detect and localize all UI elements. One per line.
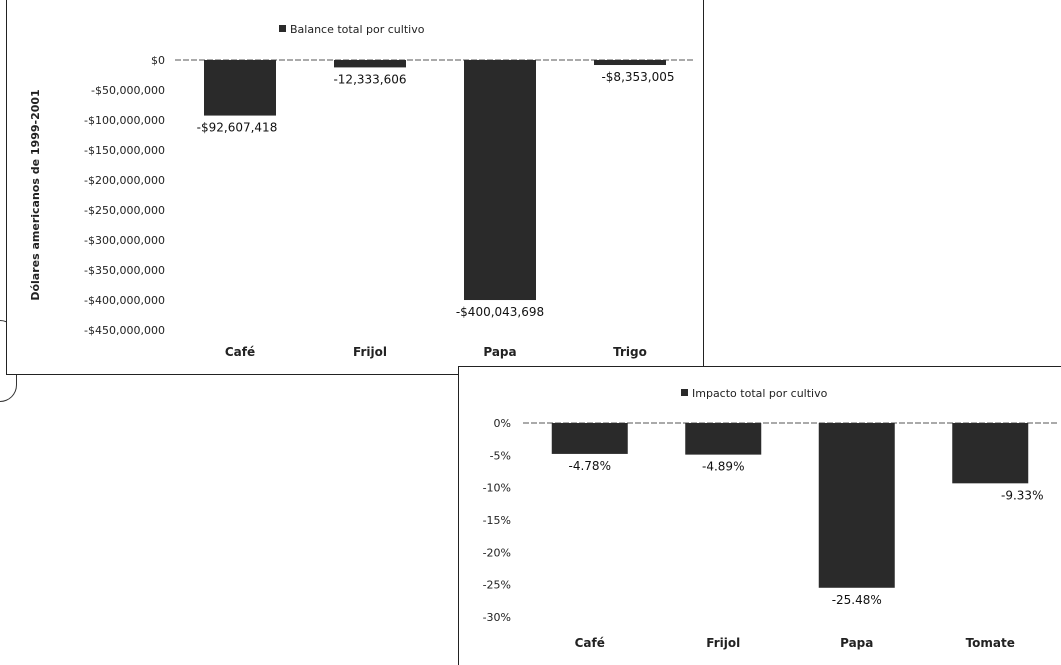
data-label: -12,333,606 bbox=[333, 72, 406, 86]
chart-impacto-panel: Impacto total por cultivo 0% -5% -10% -15% -2… bbox=[458, 366, 1061, 665]
bar bbox=[204, 60, 276, 116]
data-label: -9.33% bbox=[1001, 488, 1043, 502]
y-tick-label: -$350,000,000 bbox=[84, 264, 165, 277]
bar bbox=[334, 60, 406, 68]
y-tick-label: -$300,000,000 bbox=[84, 234, 165, 247]
data-label: -$400,043,698 bbox=[456, 305, 544, 319]
bar bbox=[594, 60, 666, 66]
chart-impacto-svg: Impacto total por cultivo 0% -5% -10% -15% -2… bbox=[483, 387, 1057, 650]
bar bbox=[818, 423, 895, 588]
y-axis-label: Dólares americanos de 1999-2001 bbox=[29, 89, 42, 300]
category-label: Café bbox=[225, 345, 255, 359]
category-label: Frijol bbox=[353, 345, 387, 359]
chart-balance-panel: Balance total por cultivo Dólares america… bbox=[6, 0, 704, 375]
bar bbox=[464, 60, 536, 301]
y-tick-label: -5% bbox=[490, 449, 511, 462]
category-label: Trigo bbox=[613, 345, 647, 359]
bar bbox=[952, 423, 1029, 484]
y-tick-label: -$150,000,000 bbox=[84, 144, 165, 157]
y-tick-label: -15% bbox=[483, 514, 511, 527]
y-tick-label: $0 bbox=[151, 54, 165, 67]
legend-swatch bbox=[279, 25, 286, 32]
y-tick-label: -$450,000,000 bbox=[84, 324, 165, 337]
bar bbox=[551, 423, 628, 454]
y-tick-label: -25% bbox=[483, 579, 511, 592]
legend-label: Impacto total por cultivo bbox=[692, 387, 828, 400]
data-label: -4.78% bbox=[569, 459, 611, 473]
y-tick-label: -20% bbox=[483, 546, 511, 559]
data-label: -$8,353,005 bbox=[601, 70, 674, 84]
y-tick-label: -$400,000,000 bbox=[84, 294, 165, 307]
category-label: Papa bbox=[483, 345, 516, 359]
y-tick-label: -$200,000,000 bbox=[84, 174, 165, 187]
y-tick-label: 0% bbox=[494, 417, 511, 430]
legend-swatch bbox=[681, 389, 688, 396]
y-tick-label: -$250,000,000 bbox=[84, 204, 165, 217]
y-tick-label: -10% bbox=[483, 482, 511, 495]
y-tick-label: -$100,000,000 bbox=[84, 114, 165, 127]
data-label: -4.89% bbox=[702, 460, 744, 474]
chart-balance-svg: Balance total por cultivo Dólares america… bbox=[29, 23, 695, 359]
category-label: Café bbox=[575, 636, 605, 650]
legend-label: Balance total por cultivo bbox=[290, 23, 425, 36]
category-label: Papa bbox=[840, 636, 873, 650]
data-label: -25.48% bbox=[832, 593, 882, 607]
y-tick-label: -$50,000,000 bbox=[91, 84, 165, 97]
y-tick-label: -30% bbox=[483, 611, 511, 624]
data-label: -$92,607,418 bbox=[197, 121, 278, 135]
category-label: Tomate bbox=[966, 636, 1015, 650]
bar bbox=[685, 423, 762, 455]
category-label: Frijol bbox=[706, 636, 740, 650]
